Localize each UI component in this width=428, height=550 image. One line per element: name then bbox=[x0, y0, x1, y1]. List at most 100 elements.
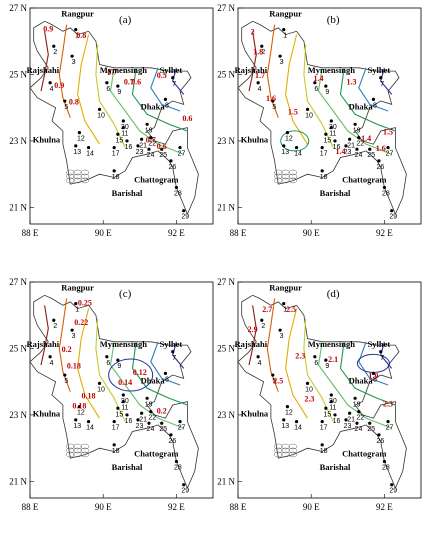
station-marker bbox=[74, 144, 78, 148]
station-number: 21 bbox=[347, 416, 355, 423]
contour-line bbox=[266, 298, 279, 392]
station-number: 12 bbox=[77, 410, 85, 417]
contour-line bbox=[58, 24, 71, 118]
contour-value-label: 1.8 bbox=[253, 48, 263, 57]
contour-value-label: 1.4 bbox=[335, 147, 345, 156]
contour-loop bbox=[108, 358, 154, 392]
region-label-chattogram: Chattogram bbox=[134, 174, 178, 184]
station-marker bbox=[140, 137, 144, 141]
station-marker bbox=[112, 419, 116, 424]
station-number: 23 bbox=[344, 423, 352, 430]
region-label-dhaka: Dhaka bbox=[349, 375, 374, 385]
station-number: 11 bbox=[329, 405, 336, 412]
delta-island bbox=[66, 443, 75, 450]
station-marker bbox=[329, 393, 333, 397]
station-marker bbox=[324, 84, 328, 88]
station-number: 21 bbox=[139, 142, 147, 149]
station-number: 6 bbox=[106, 360, 110, 367]
contour-value-label: 0.22 bbox=[74, 318, 88, 327]
region-label-rajshahi: Rajshahi bbox=[235, 65, 268, 75]
lon-tick-label: 90 E bbox=[303, 502, 320, 512]
contour-value-label: 0.14 bbox=[118, 378, 132, 387]
contour-line bbox=[95, 44, 126, 148]
contour-line bbox=[248, 31, 257, 92]
station-marker bbox=[386, 145, 390, 150]
station-marker bbox=[97, 381, 102, 385]
panel-frame bbox=[237, 281, 422, 499]
station-marker bbox=[77, 405, 82, 409]
station-marker bbox=[105, 81, 109, 85]
delta-island bbox=[80, 169, 90, 176]
contour-value-label: 2.5 bbox=[286, 305, 296, 314]
station-number: 11 bbox=[121, 131, 128, 138]
contour-value-label: 1.7 bbox=[255, 71, 265, 80]
contour-line bbox=[58, 298, 71, 392]
station-marker bbox=[390, 483, 394, 487]
station-marker bbox=[63, 373, 67, 377]
region-label-rajshahi: Rajshahi bbox=[27, 339, 60, 349]
contour-value-label: 2.3 bbox=[304, 395, 314, 404]
contour-loop bbox=[280, 130, 310, 152]
station-marker bbox=[368, 421, 372, 425]
station-marker bbox=[282, 302, 286, 306]
station-number: 27 bbox=[386, 425, 394, 432]
station-marker bbox=[145, 122, 149, 126]
contour-value-label: 0.18 bbox=[67, 361, 81, 370]
delta-island bbox=[66, 173, 75, 180]
station-number: 4 bbox=[258, 86, 262, 93]
station-marker bbox=[116, 132, 120, 136]
station-marker bbox=[169, 433, 173, 437]
station-number: 2 bbox=[53, 49, 57, 56]
panel-tag: (a) bbox=[119, 14, 132, 26]
region-label-sylhet: Sylhet bbox=[160, 65, 183, 75]
station-number: 22 bbox=[356, 141, 364, 148]
panel-tag: (d) bbox=[327, 288, 340, 300]
lat-tick-label: 23 N bbox=[9, 410, 27, 420]
station-number: 29 bbox=[181, 214, 189, 221]
station-number: 8 bbox=[373, 102, 377, 109]
station-marker bbox=[171, 76, 175, 80]
station-number: 18 bbox=[112, 448, 120, 455]
region-label-sylhet: Sylhet bbox=[368, 339, 391, 349]
station-marker bbox=[52, 318, 56, 322]
region-label-mymensingh: Mymensingh bbox=[308, 65, 356, 75]
lat-tick-label: 27 N bbox=[9, 3, 27, 13]
lat-tick-label: 27 N bbox=[9, 277, 27, 287]
station-number: 6 bbox=[106, 86, 110, 93]
delta-island bbox=[66, 177, 75, 184]
station-number: 15 bbox=[323, 137, 331, 144]
station-number: 21 bbox=[347, 142, 355, 149]
station-number: 5 bbox=[64, 378, 68, 385]
delta-island bbox=[73, 443, 82, 450]
station-number: 9 bbox=[325, 363, 329, 370]
region-label-khulna: Khulna bbox=[241, 409, 269, 419]
contour-line bbox=[303, 44, 334, 148]
station-number: 29 bbox=[389, 214, 397, 221]
station-marker bbox=[169, 159, 173, 163]
region-label-rangpur: Rangpur bbox=[61, 8, 94, 18]
station-number: 15 bbox=[115, 411, 123, 418]
station-marker bbox=[145, 396, 149, 400]
station-marker bbox=[357, 136, 361, 140]
station-number: 18 bbox=[320, 448, 328, 455]
contour-line bbox=[248, 305, 257, 366]
delta-island bbox=[288, 173, 298, 180]
contour-value-label: 0.2 bbox=[157, 406, 167, 415]
contour-value-label: 1.5 bbox=[288, 107, 298, 116]
station-number: 15 bbox=[115, 137, 123, 144]
station-number: 7 bbox=[172, 81, 176, 88]
contour-value-label: 1.4 bbox=[361, 134, 371, 143]
contour-value-label: 0.18 bbox=[72, 401, 86, 410]
station-number: 26 bbox=[169, 438, 177, 445]
contour-line bbox=[40, 305, 49, 366]
station-number: 20 bbox=[121, 398, 129, 405]
lat-tick-label: 25 N bbox=[9, 69, 27, 79]
station-number: 17 bbox=[320, 425, 328, 432]
station-marker bbox=[382, 459, 386, 464]
contour-value-label: 1.4 bbox=[314, 74, 324, 83]
station-marker bbox=[116, 358, 120, 362]
contour-value-label: 0.6 bbox=[157, 142, 167, 151]
